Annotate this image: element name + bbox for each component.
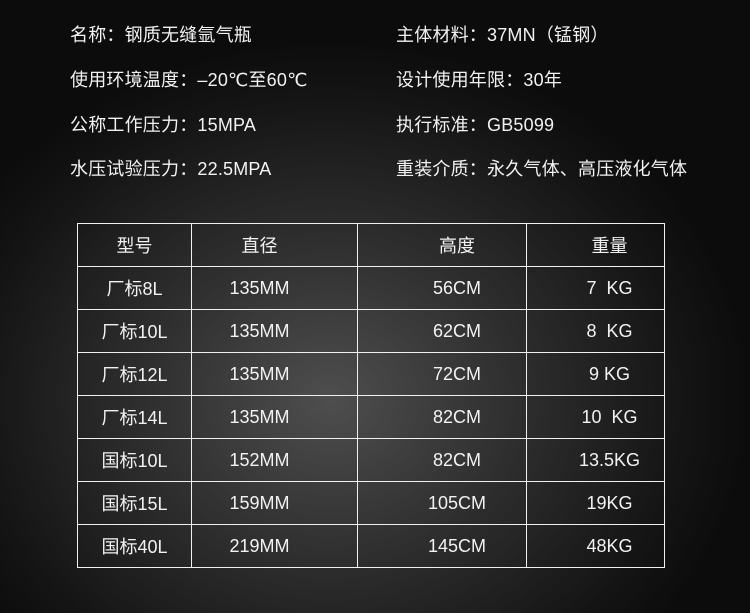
- cell-model: 国标40L: [77, 524, 192, 568]
- cell-weight: 48KG: [526, 524, 665, 568]
- table-row: 厂标12L 135MM 72CM 9 KG: [77, 352, 665, 396]
- cell-height: 82CM: [357, 438, 527, 482]
- table-row: 国标40L 219MM 145CM 48KG: [77, 524, 665, 568]
- cell-height: 56CM: [357, 266, 527, 310]
- cell-weight: 19KG: [526, 481, 665, 525]
- header-diameter: 直径: [191, 223, 358, 267]
- cell-weight: 7 KG: [526, 266, 665, 310]
- cell-diameter: 159MM: [191, 481, 358, 525]
- table-row: 国标15L 159MM 105CM 19KG: [77, 481, 665, 525]
- spec-name: 名称：钢质无缝氩气瓶: [70, 25, 252, 45]
- cell-weight: 9 KG: [526, 352, 665, 396]
- cell-model: 国标10L: [77, 438, 192, 482]
- cell-height: 62CM: [357, 309, 527, 353]
- cell-weight: 10 KG: [526, 395, 665, 439]
- cell-diameter: 135MM: [191, 309, 358, 353]
- spec-working-pressure: 公称工作压力：15MPA: [70, 115, 257, 135]
- table-row: 厂标10L 135MM 62CM 8 KG: [77, 309, 665, 353]
- spec-table: 型号 直径 高度 重量 厂标8L 135MM 56CM 7 KG 厂标10L 135MM 6…: [77, 223, 665, 568]
- header-weight: 重量: [526, 223, 665, 267]
- cell-model: 厂标12L: [77, 352, 192, 396]
- spec-temperature: 使用环境温度：–20℃至60℃: [70, 70, 308, 90]
- cell-weight: 13.5KG: [526, 438, 665, 482]
- spec-standard: 执行标准：GB5099: [396, 115, 555, 135]
- cell-weight: 8 KG: [526, 309, 665, 353]
- cell-diameter: 135MM: [191, 266, 358, 310]
- spec-material: 主体材料：37MN（锰钢）: [396, 25, 609, 45]
- cell-diameter: 219MM: [191, 524, 358, 568]
- table-row: 厂标8L 135MM 56CM 7 KG: [77, 266, 665, 310]
- spec-service-life: 设计使用年限：30年: [396, 70, 563, 90]
- cell-model: 国标15L: [77, 481, 192, 525]
- cell-diameter: 135MM: [191, 395, 358, 439]
- table-header-row: 型号 直径 高度 重量: [77, 223, 665, 267]
- cell-diameter: 152MM: [191, 438, 358, 482]
- cell-height: 145CM: [357, 524, 527, 568]
- cell-height: 72CM: [357, 352, 527, 396]
- cell-model: 厂标10L: [77, 309, 192, 353]
- header-model: 型号: [77, 223, 192, 267]
- cell-model: 厂标14L: [77, 395, 192, 439]
- cell-height: 105CM: [357, 481, 527, 525]
- header-height: 高度: [357, 223, 527, 267]
- cell-height: 82CM: [357, 395, 527, 439]
- table-row: 国标10L 152MM 82CM 13.5KG: [77, 438, 665, 482]
- table-row: 厂标14L 135MM 82CM 10 KG: [77, 395, 665, 439]
- spec-test-pressure: 水压试验压力：22.5MPA: [70, 159, 272, 179]
- spec-medium: 重装介质：永久气体、高压液化气体: [396, 159, 688, 179]
- cell-diameter: 135MM: [191, 352, 358, 396]
- cell-model: 厂标8L: [77, 266, 192, 310]
